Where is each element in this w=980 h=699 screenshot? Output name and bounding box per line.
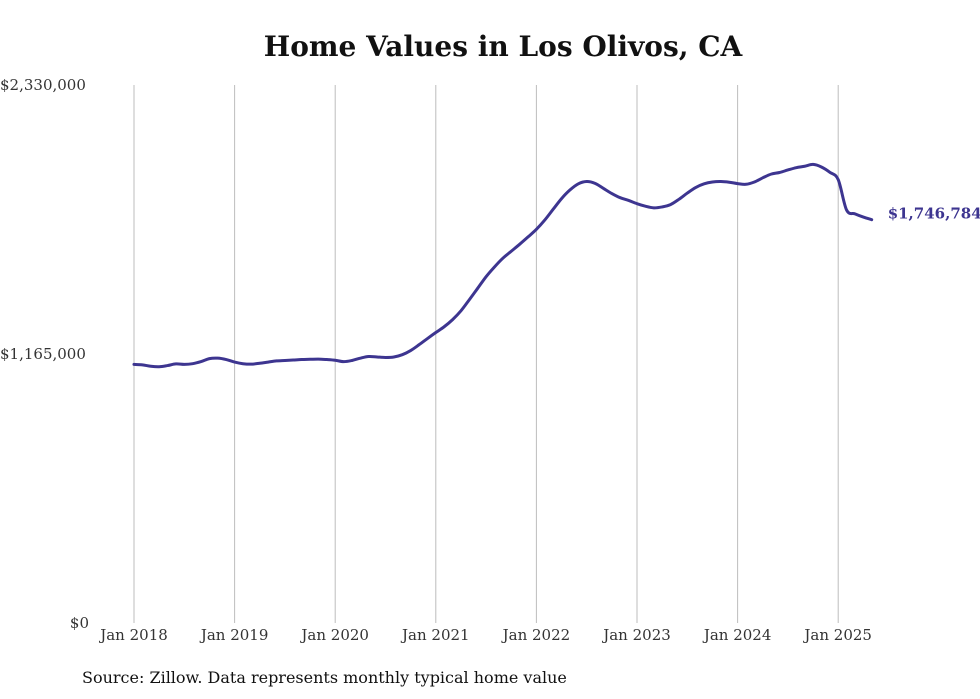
x-tick-label: Jan 2025	[802, 626, 872, 644]
x-tick-label: Jan 2022	[501, 626, 571, 644]
x-tick-label: Jan 2020	[299, 626, 369, 644]
x-tick-label: Jan 2023	[601, 626, 671, 644]
y-tick-label: $2,330,000	[0, 76, 86, 94]
x-tick-label: Jan 2024	[702, 626, 772, 644]
series-line	[132, 162, 874, 369]
end-value-label: $1,746,784	[888, 205, 980, 223]
y-axis: $0 $1,165,000 $2,330,000	[0, 76, 89, 632]
x-axis: Jan 2018 Jan 2019 Jan 2020 Jan 2021 Jan 2022…	[98, 626, 872, 644]
chart-title: Home Values in Los Olivos, CA	[263, 30, 743, 63]
y-tick-label: $0	[70, 614, 89, 632]
grid-lines	[133, 85, 839, 623]
y-tick-label: $1,165,000	[0, 345, 86, 363]
x-tick-label: Jan 2019	[199, 626, 269, 644]
x-tick-label: Jan 2021	[400, 626, 470, 644]
source-note: Source: Zillow. Data represents monthly …	[82, 668, 567, 687]
x-tick-label: Jan 2018	[98, 626, 168, 644]
